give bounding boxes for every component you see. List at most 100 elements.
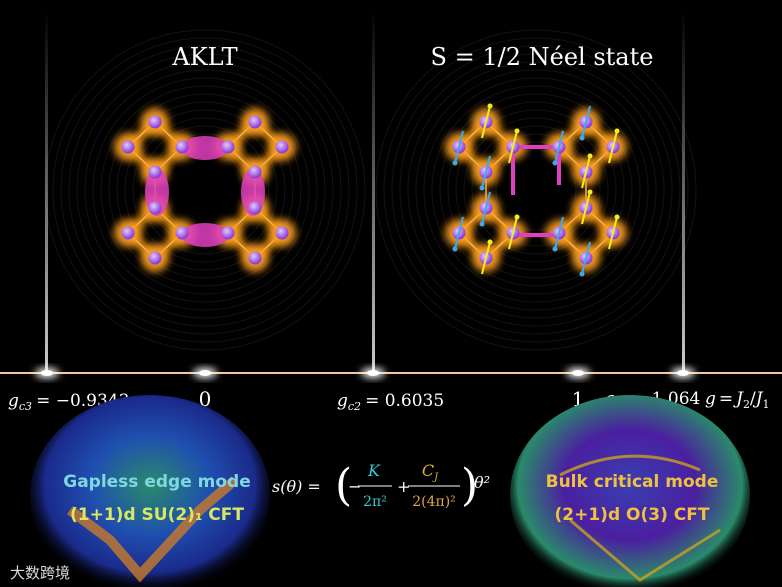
spin-head [552,160,558,166]
site [175,226,189,240]
formula-lhs: s(θ) = [272,477,321,496]
ring [447,101,625,279]
sym: g [8,391,19,411]
ring [423,77,649,303]
ring [383,37,689,343]
site [121,140,135,154]
point [367,370,379,376]
box-title: Bulk critical mode [546,472,719,492]
denominator: 2π² [363,494,387,510]
spin-head [587,189,593,195]
site [275,140,289,154]
point [41,370,53,376]
axis-points [35,368,695,378]
spin [554,130,564,164]
spin [481,191,491,225]
singlet [181,223,229,247]
lattice [375,29,697,351]
spin-head [514,128,520,134]
bulk-mode-plot [510,395,750,587]
ring [495,149,577,231]
variable-label: g = J2/J1 [705,389,770,411]
ring [399,53,673,327]
sub: 1 [763,398,770,411]
spin [508,216,518,250]
spin-head [579,135,585,141]
spin-head [587,153,593,159]
ring [68,53,342,327]
spin-head [614,128,620,134]
ring [431,85,641,295]
spin [554,216,564,250]
singlet [181,136,229,160]
axis-labels: gc3= −0.9343 0 gc2= 0.6035 1 gc1= 1.064 … [8,387,770,413]
site [148,251,162,265]
critical-label: gc2 = 0.6035 [337,391,444,413]
ring [44,29,366,351]
paren: ( [335,460,352,511]
ring [84,69,326,311]
hole [508,162,564,218]
eq: = [719,389,733,409]
spin [581,241,591,275]
sym: J [733,389,744,409]
sym: J [753,389,764,409]
ring [52,37,358,343]
spin-head [487,239,493,245]
op: + [397,477,410,496]
spin-head [479,185,485,191]
edge-mode-plot [30,395,270,587]
site [248,115,262,129]
ring [375,29,697,351]
sub: 2 [743,398,750,411]
spin-head [514,214,520,220]
lattices [44,29,697,351]
ring [116,101,294,279]
ring [455,109,617,271]
site [148,115,162,129]
sub: c3 [19,400,32,413]
site [221,226,235,240]
spin [454,130,464,164]
site [248,165,262,179]
spin-head [614,214,620,220]
slash: / [750,389,756,409]
point [677,370,689,376]
denominator: 2(4π)² [412,494,456,510]
site [148,201,162,215]
spin [608,130,618,164]
lattice [44,29,366,351]
site [121,226,135,240]
hole [177,162,233,218]
bulk-spectrum [559,454,721,582]
sym: g [337,391,348,411]
spin-head [479,221,485,227]
divider [682,10,685,372]
sub: c2 [348,400,361,413]
ring [140,125,270,255]
site [248,201,262,215]
site [248,251,262,265]
ring [100,85,310,295]
spin [481,105,491,139]
ring [60,45,350,335]
op: − [348,477,361,496]
edge-spectrum [67,476,239,583]
paren: ) [461,460,478,511]
box-title: Gapless edge mode [63,472,251,492]
site [175,140,189,154]
ring [407,61,665,319]
sym: C [422,461,434,480]
val: = 0.6035 [365,391,444,411]
spin-head [452,246,458,252]
spin [481,241,491,275]
ring [124,109,286,271]
spin [454,216,464,250]
panel-title: AKLT [171,43,237,71]
formula-tail: θ² [474,473,490,492]
site [275,226,289,240]
divider [45,10,48,372]
panel-title: S = 1/2 Néel state [431,43,654,71]
ring [92,77,318,303]
